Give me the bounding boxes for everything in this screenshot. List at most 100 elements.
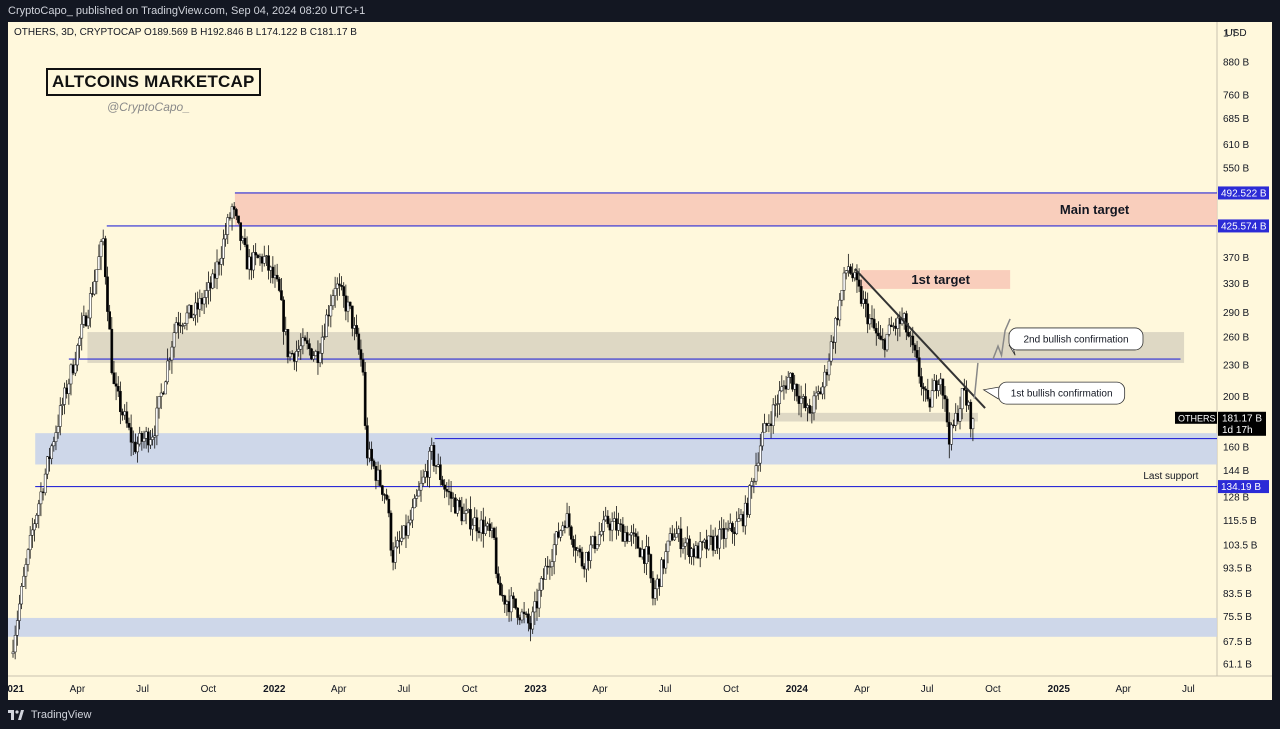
candle-body-139 bbox=[310, 348, 313, 360]
candle-body-305 bbox=[666, 540, 670, 552]
candle-body-18 bbox=[50, 445, 54, 459]
candle-body-140 bbox=[312, 355, 316, 360]
chart-watermark-handle: @CryptoCapo_ bbox=[107, 100, 190, 114]
candle-body-80 bbox=[183, 323, 187, 326]
candle-body-302 bbox=[660, 559, 663, 587]
candle-body-146 bbox=[325, 314, 328, 337]
candle-body-286 bbox=[625, 532, 629, 542]
candle-body-384 bbox=[836, 318, 839, 321]
first-bullish-callout-text: 1st bullish confirmation bbox=[1011, 389, 1113, 400]
candle-body-288 bbox=[630, 532, 633, 536]
candle-body-31 bbox=[78, 337, 81, 346]
candle-body-355 bbox=[773, 404, 777, 406]
candle-body-217 bbox=[477, 530, 481, 534]
candle-body-250 bbox=[548, 566, 552, 568]
footer-bar: TradingView bbox=[0, 702, 1280, 729]
candle-body-161 bbox=[357, 333, 361, 350]
candle-body-45 bbox=[108, 311, 111, 330]
candle-body-268 bbox=[587, 552, 590, 561]
candle-body-135 bbox=[301, 337, 305, 347]
candle-body-49 bbox=[116, 386, 120, 392]
candle-body-408 bbox=[887, 324, 891, 335]
candle-body-213 bbox=[469, 509, 472, 530]
candle-body-72 bbox=[166, 360, 169, 383]
candle-body-170 bbox=[376, 469, 380, 481]
candle-body-345 bbox=[752, 480, 756, 483]
price-tag-bg-0 bbox=[1218, 186, 1269, 200]
candle-body-93 bbox=[211, 273, 215, 289]
candle-body-237 bbox=[520, 611, 524, 621]
candle-body-107 bbox=[241, 237, 245, 241]
candle-body-391 bbox=[851, 273, 855, 279]
footer-brand: TradingView bbox=[30, 709, 92, 721]
candle-body-154 bbox=[342, 286, 346, 297]
candle-body-197 bbox=[434, 465, 438, 467]
publish-info-bar: CryptoCapo_ published on TradingView.com… bbox=[0, 0, 1280, 22]
candle-body-63 bbox=[146, 431, 150, 446]
candle-body-84 bbox=[192, 314, 195, 319]
candle-body-225 bbox=[494, 537, 498, 574]
candle-body-269 bbox=[589, 544, 593, 561]
candle-body-109 bbox=[245, 244, 249, 270]
main-target-label: Main target bbox=[1060, 202, 1130, 217]
candle-body-359 bbox=[782, 385, 786, 387]
candle-body-261 bbox=[572, 539, 575, 548]
candle-body-246 bbox=[539, 578, 543, 591]
candle-body-175 bbox=[387, 498, 391, 514]
candle-body-276 bbox=[604, 515, 608, 521]
candle-body-186 bbox=[411, 507, 414, 521]
candle-body-142 bbox=[316, 351, 320, 364]
candle-body-443 bbox=[962, 388, 966, 391]
candle-body-202 bbox=[445, 489, 449, 492]
y-tick-12: 160 B bbox=[1223, 442, 1249, 453]
candle-body-373 bbox=[812, 395, 816, 414]
candle-body-184 bbox=[406, 522, 410, 536]
candle-body-206 bbox=[454, 497, 457, 514]
candle-body-381 bbox=[829, 341, 833, 362]
candle-body-66 bbox=[153, 435, 157, 438]
candle-body-48 bbox=[114, 383, 118, 387]
candle-body-128 bbox=[286, 329, 290, 358]
candle-body-187 bbox=[413, 498, 416, 509]
candle-body-2 bbox=[15, 620, 19, 636]
candle-body-92 bbox=[209, 282, 212, 289]
price-chart[interactable]: Main target 1st target Last support 2nd bul… bbox=[0, 22, 1280, 702]
second-bullish-callout-box bbox=[1008, 327, 1144, 351]
candle-body-351 bbox=[765, 423, 769, 426]
candle-body-73 bbox=[168, 359, 172, 362]
price-tag-bg-2 bbox=[1218, 480, 1269, 494]
candle-body-24 bbox=[63, 387, 66, 405]
current-price-tag-bg bbox=[1218, 411, 1266, 436]
candle-body-388 bbox=[844, 270, 848, 274]
candle-body-15 bbox=[43, 473, 47, 494]
candle-body-240 bbox=[527, 613, 530, 624]
candle-body-103 bbox=[232, 206, 236, 210]
candle-body-281 bbox=[615, 518, 618, 531]
y-tick-3: 685 B bbox=[1223, 114, 1249, 125]
candle-body-192 bbox=[423, 471, 427, 478]
candle-body-252 bbox=[552, 544, 556, 562]
candle-body-144 bbox=[320, 336, 324, 354]
candle-body-26 bbox=[67, 383, 71, 394]
candle-body-233 bbox=[512, 595, 515, 599]
candle-body-328 bbox=[716, 535, 719, 549]
candle-body-242 bbox=[531, 611, 535, 630]
candle-body-82 bbox=[187, 304, 191, 314]
candle-body-81 bbox=[185, 312, 189, 324]
candle-body-156 bbox=[346, 301, 350, 312]
candle-body-376 bbox=[819, 391, 822, 395]
candle-body-362 bbox=[789, 372, 792, 378]
candle-body-374 bbox=[814, 392, 818, 397]
y-tick-17: 93.5 B bbox=[1223, 564, 1252, 575]
candle-body-347 bbox=[756, 462, 760, 466]
zone-support-4 bbox=[35, 433, 1218, 465]
candle-body-115 bbox=[258, 256, 262, 259]
candle-body-27 bbox=[69, 364, 73, 385]
candle-body-260 bbox=[569, 526, 573, 540]
candle-body-163 bbox=[361, 359, 365, 373]
candle-body-329 bbox=[718, 529, 721, 549]
candle-body-392 bbox=[853, 272, 857, 279]
candle-body-291 bbox=[636, 536, 640, 549]
candle-body-95 bbox=[215, 261, 219, 279]
candle-body-74 bbox=[170, 346, 174, 361]
